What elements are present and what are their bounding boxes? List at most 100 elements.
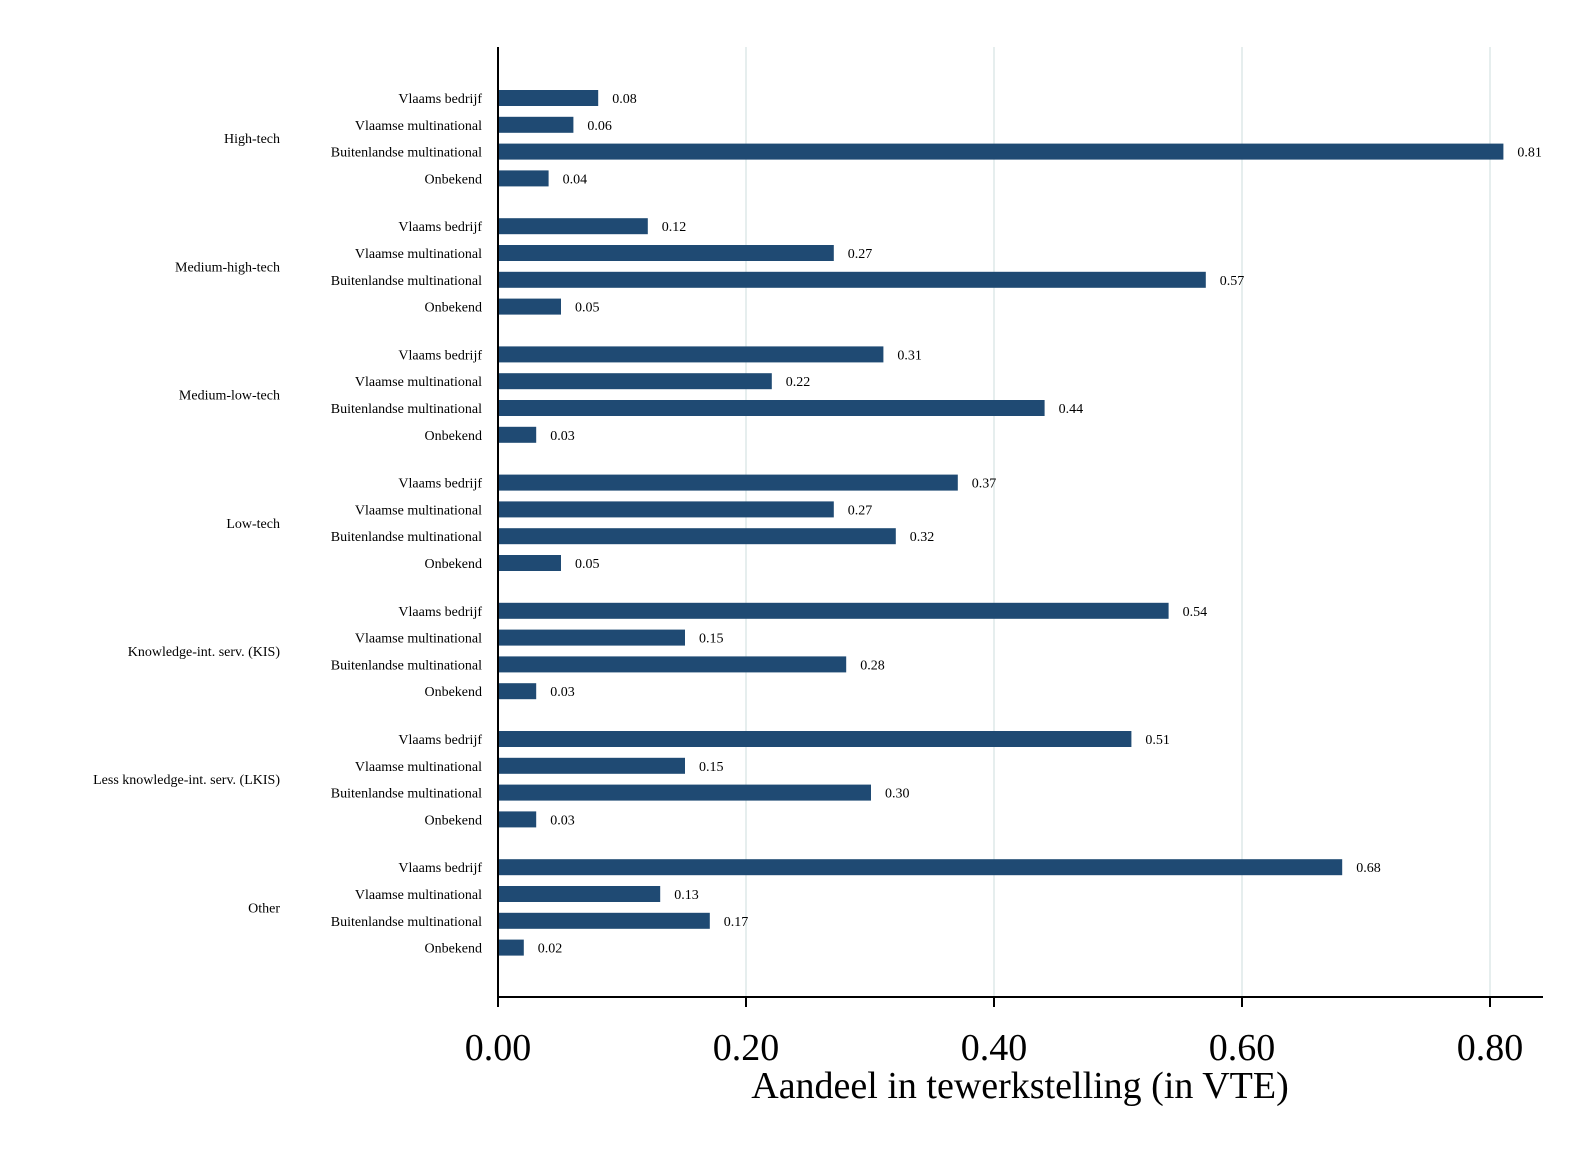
bar-category-label: Buitenlandse multinational	[331, 530, 482, 545]
bar-value-label: 0.32	[910, 530, 935, 545]
bar-category-label: Vlaamse multinational	[355, 760, 482, 775]
bar	[499, 143, 1504, 160]
bar-category-label: Onbekend	[424, 942, 482, 957]
bar-category-label: Buitenlandse multinational	[331, 658, 482, 673]
bar-value-label: 0.54	[1183, 605, 1208, 620]
bar	[499, 629, 685, 646]
bar-value-label: 0.06	[587, 119, 612, 134]
grid-lines	[745, 47, 1491, 997]
group-label: Low-tech	[226, 517, 280, 532]
bar	[499, 501, 834, 518]
group-label: Other	[248, 901, 280, 916]
bar-category-label: Vlaamse multinational	[355, 632, 482, 647]
bars	[499, 90, 1504, 956]
bar-category-label: Vlaamse multinational	[355, 119, 482, 134]
bar	[499, 474, 958, 491]
bar-category-label: Vlaams bedrijf	[398, 220, 482, 235]
bar-value-label: 0.81	[1517, 146, 1542, 161]
group-label: Less knowledge-int. serv. (LKIS)	[93, 773, 280, 788]
bar	[499, 245, 834, 261]
bar-category-label: Buitenlandse multinational	[331, 274, 482, 289]
bar	[499, 116, 574, 133]
bar-value-label: 0.37	[972, 477, 997, 492]
group-label: Medium-low-tech	[179, 389, 280, 404]
bar	[499, 912, 710, 929]
x-tick-label: 0.00	[465, 1027, 532, 1069]
bar	[499, 859, 1343, 876]
bar	[499, 298, 561, 315]
bar	[499, 939, 524, 956]
bar-value-label: 0.44	[1059, 402, 1084, 417]
bar-category-label: Vlaams bedrijf	[398, 861, 482, 876]
x-tick-label: 0.20	[713, 1027, 780, 1069]
bar-value-label: 0.68	[1356, 861, 1381, 876]
bar-value-label: 0.27	[848, 247, 873, 262]
bar-category-label: Vlaams bedrijf	[398, 477, 482, 492]
bar	[499, 218, 648, 235]
bar	[499, 170, 549, 187]
bar-category-label: Buitenlandse multinational	[331, 915, 482, 930]
bar	[499, 656, 847, 673]
bar-value-label: 0.15	[699, 760, 724, 775]
bar-value-label: 0.17	[724, 915, 749, 930]
x-tick-label: 0.40	[961, 1027, 1028, 1069]
bar-value-label: 0.08	[612, 92, 637, 107]
bar	[499, 271, 1206, 288]
bar-category-label: Buitenlandse multinational	[331, 146, 482, 161]
bar	[499, 886, 661, 902]
bar	[499, 528, 896, 545]
bar-value-label: 0.28	[860, 658, 885, 673]
bar	[499, 683, 537, 700]
bar	[499, 90, 599, 106]
bar-category-label: Onbekend	[424, 813, 482, 828]
bar-category-label: Onbekend	[424, 429, 482, 444]
bar-value-label: 0.05	[575, 557, 600, 572]
bar-value-label: 0.57	[1220, 274, 1245, 289]
bar-category-label: Vlaams bedrijf	[398, 92, 482, 107]
bar-value-label: 0.22	[786, 375, 811, 390]
bar-value-label: 0.03	[550, 813, 575, 828]
x-tick-label: 0.60	[1209, 1027, 1276, 1069]
bar	[499, 811, 537, 828]
labels: Vlaams bedrijf 0.08 Vlaamse multinational 0…	[93, 92, 1542, 957]
bar-value-label: 0.12	[662, 220, 687, 235]
bar-value-label: 0.04	[563, 172, 588, 187]
bar-value-label: 0.30	[885, 787, 910, 802]
bar	[499, 346, 884, 363]
bar-value-label: 0.05	[575, 301, 600, 316]
bar	[499, 373, 772, 390]
bar-category-label: Onbekend	[424, 557, 482, 572]
bar	[499, 784, 871, 801]
bar-value-label: 0.02	[538, 942, 563, 957]
x-tick-label: 0.80	[1457, 1027, 1524, 1069]
bar-value-label: 0.27	[848, 503, 873, 518]
bar-category-label: Vlaams bedrijf	[398, 733, 482, 748]
bar	[499, 426, 537, 443]
bar	[499, 555, 561, 571]
axes: Aandeel in tewerkstelling (in VTE) 0.00 0…	[465, 47, 1543, 1107]
bar-category-label: Vlaams bedrijf	[398, 605, 482, 620]
bar-category-label: Vlaamse multinational	[355, 503, 482, 518]
bar-category-label: Buitenlandse multinational	[331, 402, 482, 417]
group-label: Knowledge-int. serv. (KIS)	[128, 645, 281, 660]
bar	[499, 400, 1045, 416]
bar-value-label: 0.51	[1145, 733, 1170, 748]
bar	[499, 757, 685, 774]
bar-value-label: 0.13	[674, 888, 699, 903]
bar-value-label: 0.03	[550, 685, 575, 700]
bar-category-label: Onbekend	[424, 685, 482, 700]
group-label: Medium-high-tech	[175, 260, 280, 275]
bar-value-label: 0.03	[550, 429, 575, 444]
bar-value-label: 0.15	[699, 632, 724, 647]
x-axis-title: Aandeel in tewerkstelling (in VTE)	[751, 1065, 1288, 1107]
group-label: High-tech	[224, 132, 280, 147]
bar-category-label: Buitenlandse multinational	[331, 787, 482, 802]
bar	[499, 731, 1132, 747]
bar-category-label: Onbekend	[424, 172, 482, 187]
bar-category-label: Onbekend	[424, 301, 482, 316]
bar-category-label: Vlaamse multinational	[355, 247, 482, 262]
bar-value-label: 0.31	[897, 348, 922, 363]
bar-category-label: Vlaamse multinational	[355, 888, 482, 903]
